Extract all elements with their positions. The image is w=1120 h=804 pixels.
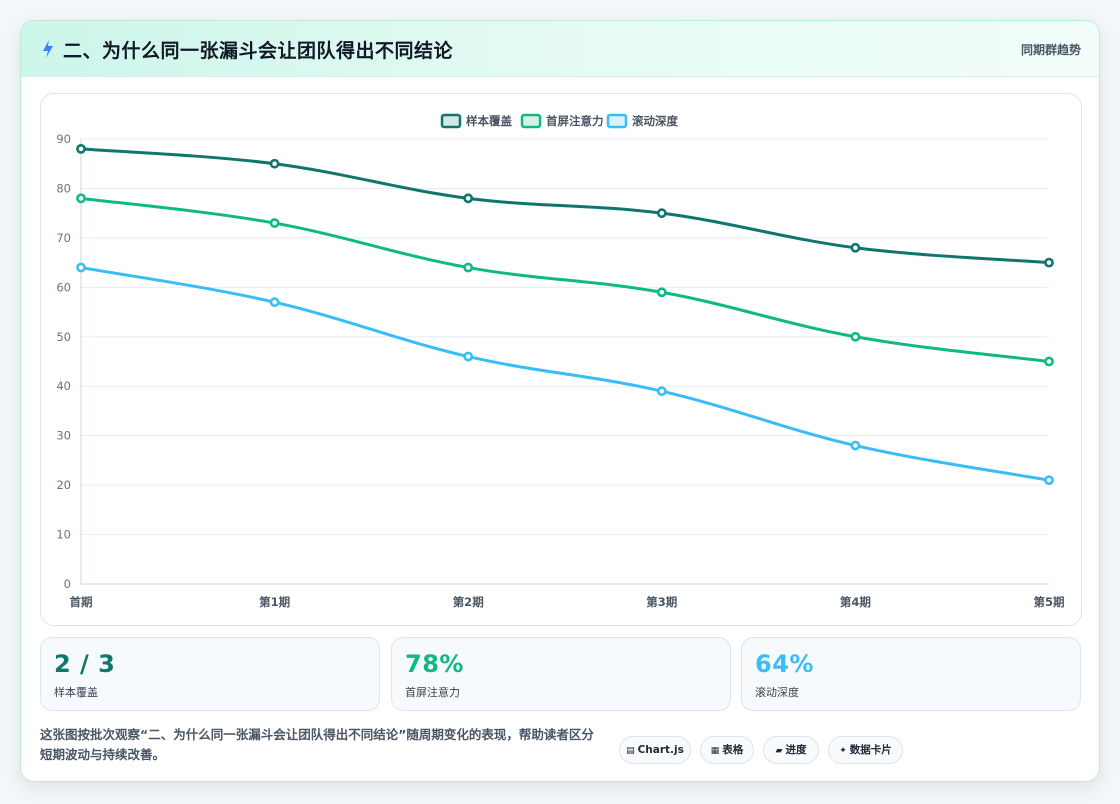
series-line [79,147,1051,265]
data-point [463,262,474,273]
sparkle-icon: ✦ [839,746,847,756]
y-tick-label: 0 [64,577,71,591]
x-tick-label: 第4期 [840,595,871,609]
section-header: 二、为什么同一张漏斗会让团队得出不同结论 同期群趋势 [21,21,1099,77]
y-tick-label: 30 [56,429,71,443]
stat-label: 样本覆盖 [54,686,98,699]
y-tick-label: 60 [56,280,71,294]
data-point [76,262,86,273]
stat-label: 首屏注意力 [405,686,460,699]
legend-label: 滚动深度 [632,114,678,128]
data-point [850,331,861,342]
pill-data-card[interactable]: ✦ 数据卡片 [828,736,903,764]
data-point [463,351,474,362]
x-tick-label: 第3期 [646,595,677,609]
pill-progress[interactable]: ▰ 进度 [763,736,819,764]
data-point [463,193,474,204]
lightning-icon [43,40,53,58]
legend-label: 首屏注意力 [546,114,604,128]
data-point [1044,475,1054,486]
y-tick-label: 10 [56,528,71,542]
data-point [850,440,861,451]
pill-label: 表格 [722,744,744,756]
data-point [76,193,86,204]
pill-label: 数据卡片 [849,744,892,756]
legend-label: 样本覆盖 [466,114,512,128]
data-point [1044,356,1054,367]
x-tick-label: 第1期 [259,595,290,609]
report-card: 二、为什么同一张漏斗会让团队得出不同结论 同期群趋势 0 10 20 30 40 50 60… [20,20,1100,782]
y-tick-label: 50 [56,330,71,344]
data-point [656,287,667,298]
data-point [269,218,280,228]
data-point [269,297,280,308]
y-tick-label: 20 [56,478,71,492]
y-tick-label: 80 [56,181,71,195]
legend-swatch [440,113,462,129]
y-tick-label: 90 [56,132,71,146]
stat-value: 2 / 3 [54,650,116,678]
section-tag: 同期群趋势 [1020,43,1081,57]
x-tick-label: 第5期 [1033,595,1064,609]
line-chart: 0 10 20 30 40 50 60 70 80 90 首期 第1期 第2期 第3期 第4期 第5期 样本覆盖… [40,93,1082,626]
x-tick-label: 第2期 [453,595,484,609]
chart-description: 这张图按批次观察“二、为什么同一张漏斗会让团队得出不同结论”随周期变化的表现，帮… [40,727,594,762]
pill-label: 进度 [785,744,807,756]
data-point [656,208,667,219]
series-line [79,266,1051,482]
stat-card-scroll: 64% 滚动深度 [741,637,1081,711]
legend-swatch [606,113,628,129]
data-point [656,386,667,397]
stat-value: 64% [755,650,814,678]
section-title: 二、为什么同一张漏斗会让团队得出不同结论 [63,40,454,62]
progress-icon: ▰ [775,746,783,756]
data-point [76,143,86,154]
stat-card-coverage: 2 / 3 样本覆盖 [40,637,380,711]
pill-table[interactable]: ▦ 表格 [700,736,754,764]
stat-label: 滚动深度 [755,686,799,699]
y-tick-label: 70 [56,231,71,245]
y-tick-label: 40 [56,379,71,393]
data-point [850,242,861,253]
pill-chartjs[interactable]: ▤ Chart.js [619,736,691,764]
chart-canvas: 0 10 20 30 40 50 60 70 80 90 首期 第1期 第2期 第3期 第4期 第5期 样本覆盖… [56,113,1065,609]
data-point [269,158,280,169]
chart-icon: ▤ [626,746,635,756]
stat-card-attention: 78% 首屏注意力 [391,637,731,711]
x-tick-label: 首期 [70,595,93,609]
series-line [79,196,1051,363]
table-icon: ▦ [710,746,720,756]
data-point [1044,257,1054,268]
stat-value: 78% [405,650,464,678]
legend-swatch [520,113,542,129]
pill-label: Chart.js [637,744,684,756]
